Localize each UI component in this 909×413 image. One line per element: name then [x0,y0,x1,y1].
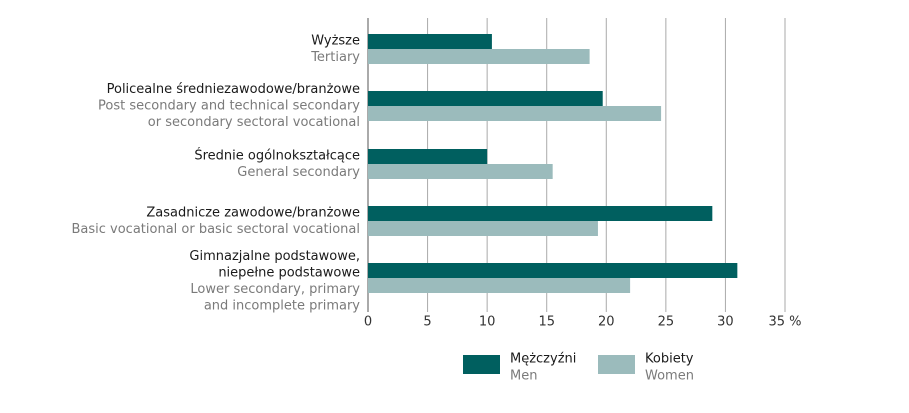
x-tick-label: 15 [538,315,555,330]
y-tick-label: Wyższe [311,33,360,48]
x-tick-label: 30 [717,315,734,330]
bar [368,149,488,164]
y-tick-label: Tertiary [310,50,360,65]
bar [368,106,662,121]
bar [368,34,492,49]
y-tick-label: Policealne średniezawodowe/branżowe [107,82,360,97]
legend-label: Mężczyźni [510,352,576,367]
bar [368,278,631,293]
y-tick-label: Zasadnicze zawodowe/branżowe [146,205,360,220]
y-tick-label: niepełne podstawowe [218,265,360,280]
x-tick-label: 0 [364,315,372,330]
legend-swatch [598,355,635,374]
y-tick-label: Średnie ogólnokształcące [194,147,360,163]
bar [368,91,603,106]
bar [368,263,738,278]
bar [368,206,713,221]
bar [368,49,590,64]
y-tick-label: Gimnazjalne podstawowe, [189,249,360,264]
bar [368,164,553,179]
y-tick-label: or secondary sectoral vocational [148,115,360,130]
y-tick-label: Post secondary and technical secondary [98,99,360,114]
y-tick-label: Lower secondary, primary [190,282,360,297]
bar [368,221,598,236]
legend-label: Kobiety [645,352,694,367]
x-tick-label: 35 % [768,315,801,330]
x-tick-label: 20 [598,315,615,330]
y-tick-label: Basic vocational or basic sectoral vocat… [71,222,360,237]
x-tick-label: 10 [479,315,496,330]
legend-label: Men [510,369,537,384]
legend-swatch [463,355,500,374]
y-tick-label: General secondary [237,165,360,180]
x-tick-label: 25 [658,315,675,330]
legend-label: Women [645,369,694,384]
x-tick-label: 5 [423,315,431,330]
y-tick-label: and incomplete primary [204,298,360,313]
